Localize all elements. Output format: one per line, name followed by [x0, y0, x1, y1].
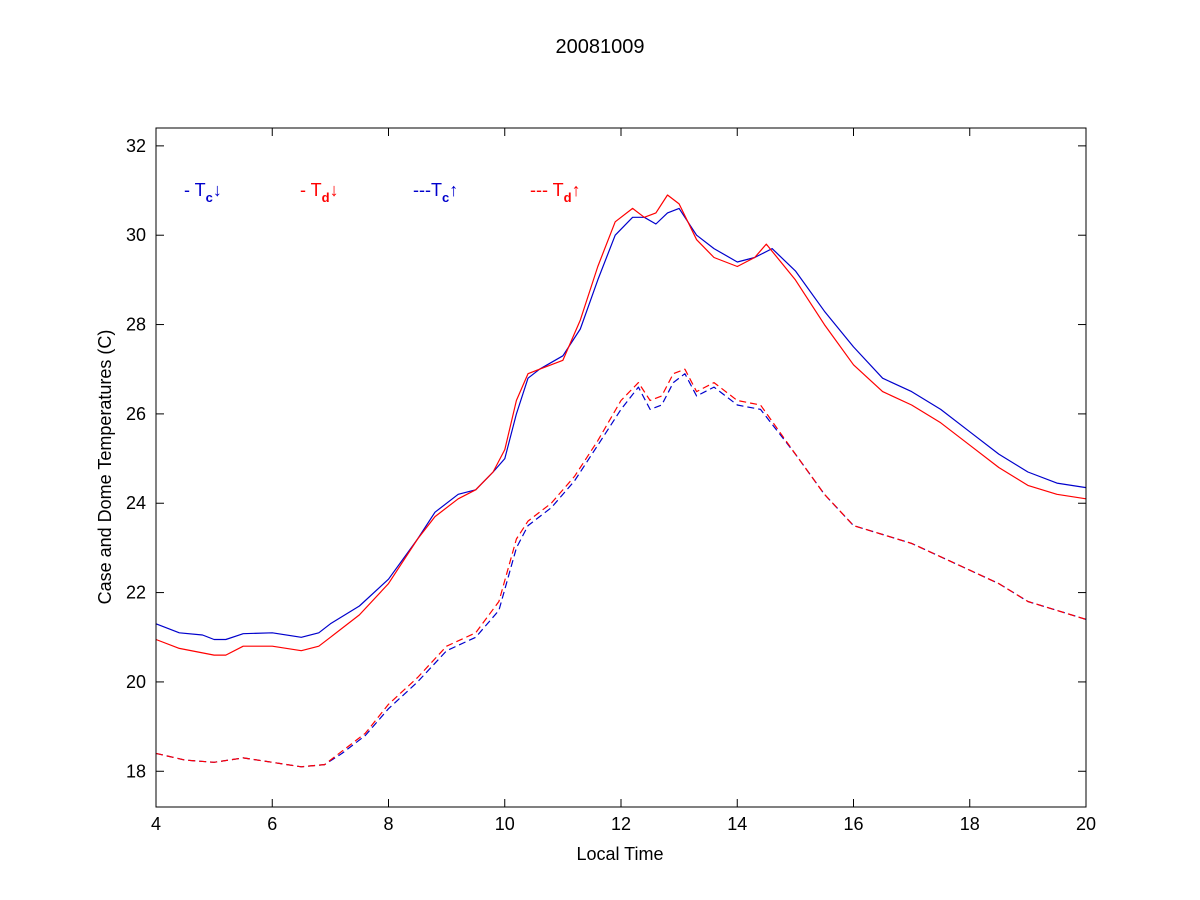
y-tick-label: 26 — [126, 404, 146, 424]
y-tick-label: 28 — [126, 315, 146, 335]
x-tick-label: 4 — [151, 814, 161, 834]
series-line-1 — [155, 207, 1087, 641]
x-tick-label: 18 — [960, 814, 980, 834]
x-tick-label: 16 — [843, 814, 863, 834]
y-tick-label: 22 — [126, 583, 146, 603]
legend-entry-1: - Tc↓ — [184, 180, 222, 205]
x-tick-label: 14 — [727, 814, 747, 834]
legend: - Tc↓ - Td↓ ---Tc↑ --- Td↑ — [184, 180, 581, 205]
chart-title: 20081009 — [556, 36, 645, 58]
x-tick-label: 10 — [495, 814, 515, 834]
series-line-4 — [155, 368, 1087, 768]
legend-entry-4: --- Td↑ — [530, 180, 581, 205]
x-axis-label: Local Time — [576, 844, 663, 864]
legend-entry-2: - Td↓ — [300, 180, 339, 205]
x-tick-label: 8 — [383, 814, 393, 834]
x-tick-label: 12 — [611, 814, 631, 834]
y-tick-label: 24 — [126, 493, 146, 513]
series-line-2 — [155, 194, 1087, 656]
y-tick-label: 18 — [126, 761, 146, 781]
y-axis: 18 20 22 24 26 28 30 32 — [126, 136, 1086, 781]
y-axis-label: Case and Dome Temperatures (C) — [95, 330, 115, 605]
y-tick-label: 20 — [126, 672, 146, 692]
legend-entry-3: ---Tc↑ — [413, 180, 458, 205]
y-tick-label: 32 — [126, 136, 146, 156]
y-tick-label: 30 — [126, 225, 146, 245]
x-axis: 4 6 8 10 12 14 16 18 20 — [151, 128, 1096, 834]
x-tick-label: 6 — [267, 814, 277, 834]
series-line-3 — [155, 373, 1087, 768]
series-layer — [155, 194, 1087, 768]
x-tick-label: 20 — [1076, 814, 1096, 834]
